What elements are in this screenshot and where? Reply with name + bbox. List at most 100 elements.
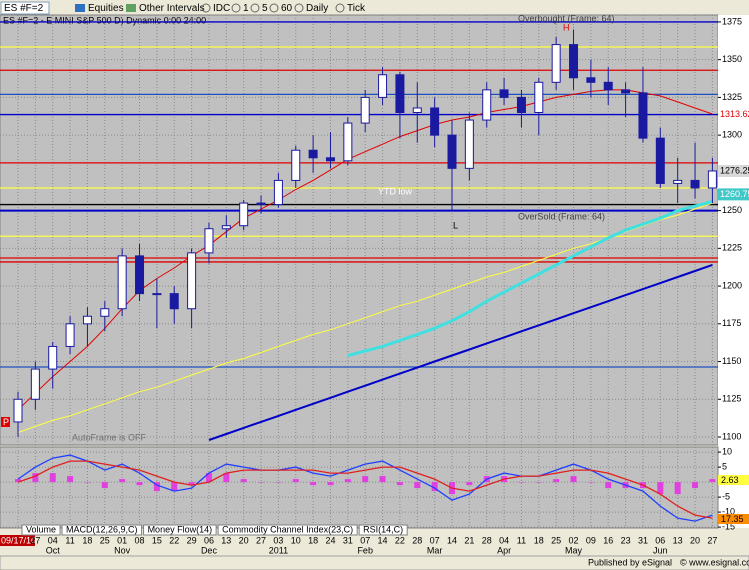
- symbol[interactable]: ES #F=2: [4, 3, 44, 14]
- histogram-bar: [171, 482, 178, 492]
- histogram-bar: [344, 479, 351, 483]
- histogram-bar: [466, 482, 473, 486]
- histogram-bar: [379, 476, 386, 483]
- month-label: May: [565, 545, 583, 555]
- price-label: 1260.75: [720, 189, 749, 199]
- histogram-bar: [327, 482, 334, 486]
- y-tick-label: 10: [722, 446, 732, 456]
- x-tick-label: 13: [221, 535, 231, 545]
- site: © www.esignal.com: [680, 557, 749, 567]
- tab[interactable]: [358, 524, 408, 536]
- y-tick-label: 1175: [722, 318, 741, 328]
- candle-body: [690, 179, 700, 189]
- candle-body: [707, 170, 717, 189]
- toolbar-item[interactable]: Equities: [88, 3, 124, 14]
- histogram-bar: [188, 482, 195, 486]
- candle-body: [273, 179, 283, 206]
- series-line: [17, 454, 713, 522]
- x-tick-label: 14: [378, 535, 388, 545]
- month-label: Feb: [357, 545, 373, 555]
- month-label: Oct: [46, 545, 61, 555]
- y-tick-label: 5: [722, 461, 727, 471]
- tab[interactable]: [217, 524, 358, 536]
- candle-body: [65, 323, 75, 347]
- histogram-bar: [32, 473, 39, 483]
- histogram-bar: [205, 473, 212, 483]
- histogram-bar: [570, 476, 577, 483]
- icon: [335, 3, 345, 13]
- histogram-bar: [292, 479, 299, 483]
- x-tick-label: 15: [152, 535, 162, 545]
- histogram-bar: [605, 482, 612, 489]
- x-tick-label: 31: [343, 535, 353, 545]
- x-tick-label: 20: [690, 535, 700, 545]
- tab-label[interactable]: MACD(12,26,9,C): [66, 524, 138, 534]
- candle-body: [534, 81, 544, 114]
- candle-body: [256, 202, 266, 206]
- histogram-bar: [310, 482, 317, 486]
- x-tick-label: 21: [464, 535, 474, 545]
- y-tick-label: 1250: [722, 205, 742, 215]
- x-tick-label: 10: [291, 535, 301, 545]
- tab-label[interactable]: Money Flow(14): [148, 524, 213, 534]
- candle-body: [655, 137, 665, 184]
- candle-body: [673, 179, 683, 184]
- histogram-bar: [553, 479, 560, 483]
- price-label: 1313.62: [720, 109, 749, 119]
- toolbar-item[interactable]: Other Intervals: [139, 3, 205, 14]
- candle-body: [30, 368, 40, 400]
- x-tick-label: 02: [569, 535, 579, 545]
- histogram-bar: [657, 482, 664, 495]
- month-label: Dec: [201, 545, 218, 555]
- candle-body: [152, 293, 162, 296]
- price-label-box: [718, 188, 749, 201]
- x-tick-label: 03: [273, 535, 283, 545]
- x-tick-label: 08: [135, 535, 145, 545]
- x-tick-label: 29: [187, 535, 197, 545]
- x-tick-label: 11: [65, 535, 74, 545]
- histogram-bar: [67, 476, 74, 483]
- x-tick-label: 25: [100, 535, 110, 545]
- candle-body: [464, 119, 474, 169]
- toolbar-item[interactable]: Tick: [347, 3, 366, 14]
- toolbar-item[interactable]: 5: [262, 3, 268, 14]
- annotation: OverSold (Frame: 64): [518, 211, 605, 221]
- symbol-box[interactable]: [0, 1, 50, 15]
- marks: 1100112511501175120012251250130013251350…: [0, 15, 749, 555]
- tab[interactable]: [21, 524, 61, 536]
- toolbar-item[interactable]: 1: [243, 3, 249, 14]
- y-tick-label: 1325: [722, 92, 742, 102]
- tab-label[interactable]: Volume: [26, 524, 56, 534]
- histogram-bar: [587, 482, 594, 483]
- date-box: [0, 535, 35, 546]
- annotation: Overbought (Frame: 64): [518, 13, 615, 23]
- candle-body: [412, 107, 422, 114]
- histogram-bar: [431, 482, 438, 492]
- month-label: Jun: [653, 545, 668, 555]
- tab[interactable]: [143, 524, 217, 536]
- candle-body: [308, 149, 318, 159]
- y-tick-label: 1150: [722, 356, 741, 366]
- candle-body: [221, 225, 231, 230]
- y-tick-label: 1100: [722, 431, 741, 441]
- toolbar-item[interactable]: 60: [281, 3, 293, 14]
- x-tick-label: 01: [117, 535, 127, 545]
- x-tick-label: 07: [360, 535, 370, 545]
- month-label: Apr: [497, 545, 511, 555]
- icon: [201, 3, 211, 13]
- x-tick-label: 09/17/10: [1, 535, 36, 545]
- candle-body: [82, 315, 92, 325]
- toolbar-item[interactable]: Daily: [306, 3, 328, 14]
- tab-label[interactable]: Commodity Channel Index(23,C): [222, 524, 353, 534]
- candle-body: [621, 89, 631, 94]
- readout: 2.63: [721, 475, 739, 485]
- candle-body: [603, 81, 613, 91]
- candle-body: [291, 149, 301, 181]
- tab[interactable]: [61, 524, 143, 536]
- tab-label[interactable]: RSI(14,C): [363, 524, 403, 534]
- annotation: P: [3, 417, 9, 427]
- price-label-box: [718, 108, 749, 121]
- x-tick-label: 27: [256, 535, 266, 545]
- x-tick-label: 27: [30, 535, 40, 545]
- toolbar-item[interactable]: IDC: [213, 3, 230, 14]
